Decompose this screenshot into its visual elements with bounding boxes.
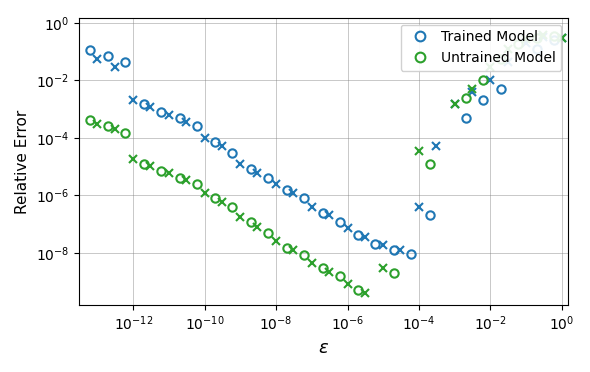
Legend: Trained Model, Untrained Model: Trained Model, Untrained Model [401,25,561,71]
X-axis label: $\varepsilon$: $\varepsilon$ [318,339,329,357]
Y-axis label: Relative Error: Relative Error [15,109,30,214]
